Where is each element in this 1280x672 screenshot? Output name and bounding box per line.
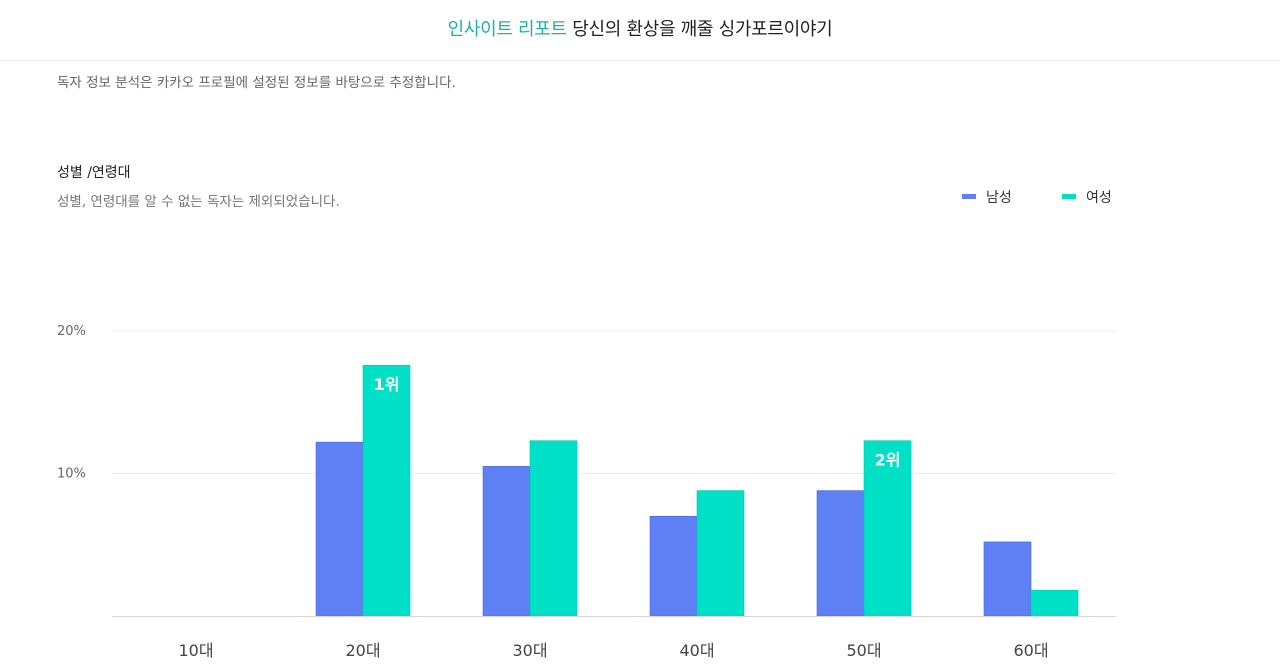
y-tick-label: 20% (57, 324, 86, 339)
bar (1030, 590, 1079, 617)
bar (983, 541, 1032, 617)
bar (696, 490, 745, 617)
bar (482, 466, 531, 617)
bar (649, 515, 698, 617)
legend-label-female: 여성 (1086, 190, 1112, 206)
bar (362, 364, 411, 617)
y-tick-label: 10% (57, 467, 86, 482)
x-tick-label: 20대 (345, 641, 380, 660)
analysis-notice: 독자 정보 분석은 카카오 프로필에 설정된 정보를 바탕으로 추정합니다. (57, 75, 456, 91)
x-tick-label: 60대 (1013, 641, 1048, 660)
section-title: 성별 /연령대 (57, 165, 131, 181)
legend-swatch-female (1062, 193, 1076, 199)
rank-label: 1위 (374, 375, 400, 394)
x-tick-label: 30대 (512, 641, 547, 660)
bar (315, 441, 364, 617)
book-title: 당신의 환상을 깨줄 싱가포르이야기 (572, 19, 833, 40)
x-tick-label: 10대 (178, 641, 213, 660)
report-title: 인사이트 리포트 당신의 환상을 깨줄 싱가포르이야기 (0, 15, 1280, 41)
section-description: 성별, 연령대를 알 수 없는 독자는 제외되었습니다. (57, 194, 340, 210)
rank-label: 2위 (875, 451, 901, 470)
bar (529, 440, 578, 617)
bar (816, 490, 865, 617)
legend-swatch-male (962, 193, 976, 199)
legend-item-male: 남성 (962, 187, 1012, 207)
report-header: 인사이트 리포트 당신의 환상을 깨줄 싱가포르이야기 (0, 0, 1280, 61)
legend-item-female: 여성 (1062, 187, 1112, 207)
x-tick-label: 40대 (679, 641, 714, 660)
legend-label-male: 남성 (986, 190, 1012, 206)
bar (863, 440, 912, 617)
brand-label[interactable]: 인사이트 리포트 (447, 19, 568, 40)
x-tick-label: 50대 (846, 641, 881, 660)
